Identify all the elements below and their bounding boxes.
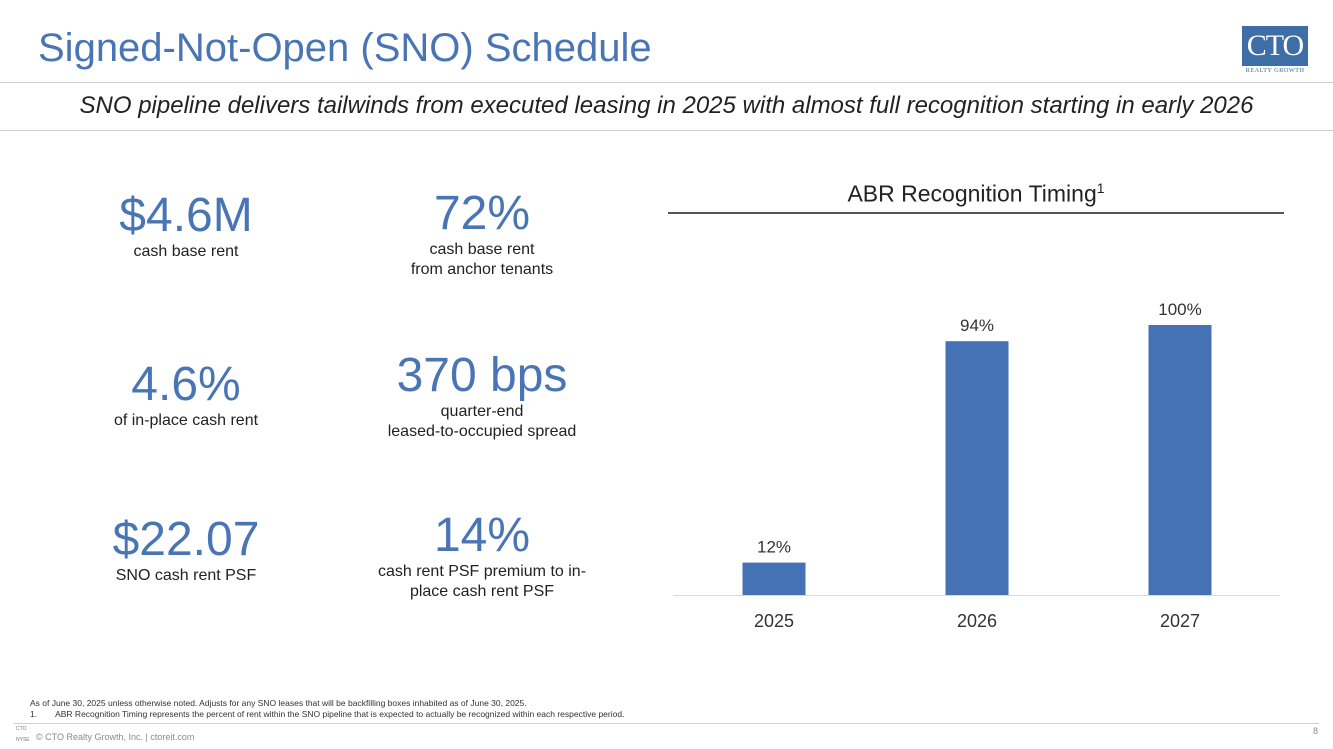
stat-label: cash base rent bbox=[429, 241, 535, 258]
stat-in-place-rent: 4.6% of in-place cash rent bbox=[76, 359, 296, 431]
stat-anchor-share: 72% cash base rent from anchor tenants bbox=[357, 188, 607, 280]
stat-value: 72% bbox=[433, 187, 531, 240]
stat-psf-premium: 14% cash rent PSF premium to in- place c… bbox=[352, 510, 612, 602]
stat-value: $4.6M bbox=[119, 189, 253, 242]
chart-title-footnote-ref: 1 bbox=[1096, 180, 1105, 196]
logo-tagline: REALTY GROWTH bbox=[1245, 67, 1305, 74]
stat-label: cash rent PSF premium to in- bbox=[377, 563, 587, 580]
data-label-2025: 12% bbox=[757, 538, 791, 557]
page-subtitle: SNO pipeline delivers tailwinds from exe… bbox=[79, 92, 1254, 119]
stat-value: 370 bps bbox=[396, 349, 568, 402]
footer-logo-text: CTO bbox=[16, 726, 27, 732]
stat-label: of in-place cash rent bbox=[113, 412, 259, 429]
stat-label: SNO cash rent PSF bbox=[115, 567, 257, 584]
page-number: 8 bbox=[1312, 726, 1318, 736]
chart-title: ABR Recognition Timing1 bbox=[668, 180, 1284, 208]
footer-logo: CTO NYSE bbox=[16, 727, 30, 743]
footnote-text: ABR Recognition Timing represents the pe… bbox=[55, 709, 625, 719]
stat-value: 14% bbox=[433, 509, 531, 562]
footnote-number: 1. bbox=[30, 709, 38, 719]
footnote-general: As of June 30, 2025 unless otherwise not… bbox=[30, 698, 527, 708]
bar-2025 bbox=[742, 562, 806, 595]
footer-divider bbox=[14, 723, 1319, 724]
footer-copyright: © CTO Realty Growth, Inc. | ctoreit.com bbox=[36, 732, 195, 742]
stat-spread: 370 bps quarter-end leased-to-occupied s… bbox=[352, 350, 612, 442]
logo-mark: CTO bbox=[1242, 26, 1308, 66]
title-divider bbox=[0, 82, 1333, 83]
stat-cash-base-rent: $4.6M cash base rent bbox=[86, 190, 286, 262]
bar-2026 bbox=[945, 341, 1009, 595]
x-tick-label-2026: 2026 bbox=[957, 611, 997, 631]
footnote-1: 1. ABR Recognition Timing represents the … bbox=[30, 709, 624, 719]
stat-label: quarter-end bbox=[440, 403, 524, 420]
x-tick-label-2027: 2027 bbox=[1160, 611, 1200, 631]
footer-exchange: NYSE bbox=[16, 737, 30, 743]
chart-title-rule bbox=[668, 212, 1284, 214]
x-tick-label-2025: 2025 bbox=[754, 611, 794, 631]
page-title: Signed-Not-Open (SNO) Schedule bbox=[38, 26, 652, 70]
subtitle-divider bbox=[0, 130, 1333, 131]
bar-chart: 12% 2025 94% 2026 100% 2027 bbox=[673, 300, 1280, 631]
stat-value: $22.07 bbox=[112, 513, 260, 566]
stat-value: 4.6% bbox=[131, 358, 241, 411]
data-label-2027: 100% bbox=[1158, 300, 1201, 319]
chart-title-text: ABR Recognition Timing bbox=[847, 180, 1097, 207]
stat-label: place cash rent PSF bbox=[409, 583, 555, 600]
stat-label: cash base rent bbox=[133, 243, 239, 260]
stat-label: leased-to-occupied spread bbox=[387, 423, 577, 440]
data-label-2026: 94% bbox=[960, 316, 994, 335]
bar-2027 bbox=[1148, 325, 1212, 595]
company-logo: CTO REALTY GROWTH bbox=[1242, 26, 1308, 74]
stat-cash-rent-psf: $22.07 SNO cash rent PSF bbox=[76, 514, 296, 586]
stat-label: from anchor tenants bbox=[410, 261, 554, 278]
